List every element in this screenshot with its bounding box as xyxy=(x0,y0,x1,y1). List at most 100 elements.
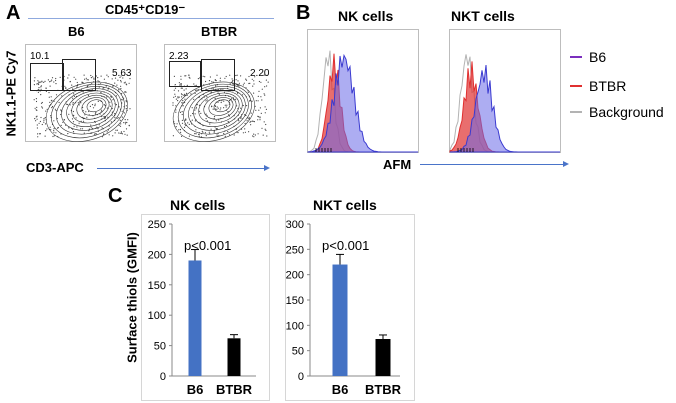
scatter-dot xyxy=(36,83,38,85)
scatter-dot xyxy=(53,135,55,137)
chart-nk-frame xyxy=(141,214,270,401)
scatter-dot xyxy=(63,119,65,121)
scatter-dot xyxy=(177,90,180,92)
scatter-dot xyxy=(40,116,42,119)
scatter-dot xyxy=(97,128,99,130)
scatter-dot xyxy=(50,100,52,102)
scatter-dot xyxy=(223,132,225,135)
scatter-dot xyxy=(229,74,231,76)
scatter-dot xyxy=(177,97,179,99)
scatter-dot xyxy=(257,95,259,97)
scatter-dot xyxy=(45,110,47,112)
scatter-dot xyxy=(242,94,244,96)
scatter-dot xyxy=(180,131,182,133)
scatter-dot xyxy=(213,130,215,132)
scatter-dot xyxy=(109,101,111,103)
scatter-dot xyxy=(129,108,131,110)
scatter-dot xyxy=(194,113,196,115)
scatter-dot xyxy=(87,94,89,96)
scatter-dot xyxy=(248,75,250,78)
scatter-dot xyxy=(86,79,88,81)
scatter-dot xyxy=(244,128,246,130)
y-tick-label: 100 xyxy=(148,310,166,322)
scatter-dot xyxy=(110,96,112,98)
scatter-dot xyxy=(45,130,47,132)
scatter-dot xyxy=(218,93,220,95)
gate-left-btbr xyxy=(169,61,201,87)
scatter-dot xyxy=(213,116,216,118)
scatter-dot xyxy=(86,86,88,88)
scatter-dot xyxy=(237,80,239,82)
scatter-dot xyxy=(84,114,86,116)
scatter-dot xyxy=(202,131,204,133)
scatter-dot xyxy=(252,85,254,87)
scatter-dot xyxy=(110,121,112,123)
scatter-dot xyxy=(174,87,177,89)
histogram-curve-b6 xyxy=(449,64,560,153)
scatter-dot xyxy=(254,76,256,78)
scatter-dot xyxy=(174,123,176,125)
scatter-dot xyxy=(93,133,96,135)
scatter-dot xyxy=(178,82,180,84)
scatter-dot xyxy=(186,84,188,86)
scatter-dot xyxy=(175,109,177,111)
scatter-dot xyxy=(249,100,251,102)
scatter-dot xyxy=(82,106,84,109)
scatter-dot xyxy=(184,98,186,100)
scatter-dot xyxy=(82,120,85,122)
scatter-dot xyxy=(185,88,187,90)
scatter-dot xyxy=(180,84,182,86)
scatter-dot xyxy=(73,125,75,127)
scatter-dot xyxy=(227,131,229,133)
scatter-dot xyxy=(235,84,237,86)
scatter-dot xyxy=(176,123,178,125)
scatter-dot xyxy=(119,119,121,121)
scatter-dot xyxy=(82,110,84,112)
scatter-dot xyxy=(173,75,175,77)
scatter-dot xyxy=(125,128,128,130)
scatter-dot xyxy=(214,79,216,81)
scatter-dot xyxy=(240,107,242,109)
scatter-dot xyxy=(215,128,217,130)
scatter-dot xyxy=(261,127,263,129)
scatter-dot xyxy=(77,102,79,104)
scatter-dot xyxy=(124,91,127,93)
scatter-dot xyxy=(225,75,227,78)
scatter-dot xyxy=(264,128,266,130)
scatter-dot xyxy=(61,95,63,97)
scatter-dot xyxy=(195,133,197,135)
scatter-dot xyxy=(259,107,261,109)
scatter-dot xyxy=(257,119,259,121)
scatter-dot xyxy=(193,83,195,85)
scatter-dot xyxy=(114,113,116,115)
scatter-dot xyxy=(228,114,230,116)
gate-right-btbr xyxy=(201,59,235,91)
scatter-dot xyxy=(195,129,197,131)
scatter-dot xyxy=(188,74,190,76)
scatter-dot xyxy=(233,134,235,136)
scatter-dot xyxy=(69,104,71,106)
scatter-dot xyxy=(57,127,59,129)
scatter-dot xyxy=(183,89,185,91)
contour-line xyxy=(208,97,234,116)
scatter-dot xyxy=(219,77,221,79)
scatter-dot xyxy=(44,117,46,119)
scatter-dot xyxy=(121,133,123,135)
contour-line xyxy=(86,99,104,113)
scatter-dot xyxy=(175,126,177,128)
scatter-dot xyxy=(224,77,226,79)
scatter-dot xyxy=(235,74,237,77)
scatter-dot xyxy=(265,79,267,81)
contour-line xyxy=(172,81,255,142)
scatter-dot xyxy=(179,129,181,131)
scatter-dot xyxy=(81,81,83,83)
scatter-dot xyxy=(53,131,55,133)
scatter-dot xyxy=(101,136,104,138)
scatter-dot xyxy=(93,77,95,79)
y-tick-label: 300 xyxy=(286,219,304,231)
scatter-dot xyxy=(181,135,183,137)
scatter-dot xyxy=(246,120,248,122)
scatter-dot xyxy=(50,129,52,131)
scatter-dot xyxy=(253,83,255,85)
